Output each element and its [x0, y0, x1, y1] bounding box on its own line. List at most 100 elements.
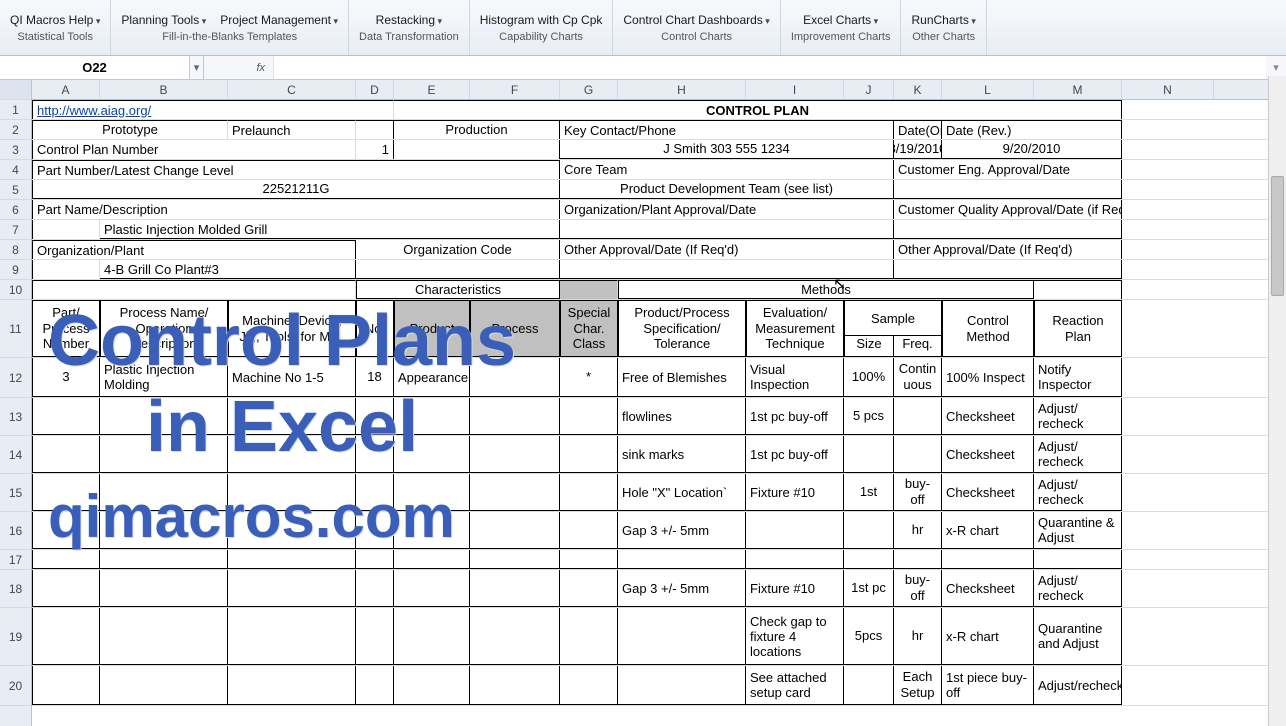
data-spec-class[interactable]: *	[560, 358, 618, 397]
data-procname[interactable]	[100, 474, 228, 511]
data-control[interactable]: 1st piece buy-off	[942, 666, 1034, 705]
date-orig-value[interactable]: 8/19/2010	[894, 140, 942, 159]
data-control[interactable]: x-R chart	[942, 608, 1034, 665]
data-reaction[interactable]: Adjust/ recheck	[1034, 570, 1122, 607]
cell[interactable]	[560, 260, 894, 279]
data-process[interactable]	[470, 570, 560, 607]
data-partnum[interactable]	[32, 550, 100, 569]
dateorig-label[interactable]: Date(Orig)	[894, 120, 942, 139]
data-control[interactable]: Checksheet	[942, 436, 1034, 473]
ribbon-item[interactable]: Planning Tools	[121, 13, 206, 27]
formula-expand[interactable]: ▾	[1266, 61, 1286, 74]
data-spec[interactable]: flowlines	[618, 398, 746, 435]
fx-label[interactable]: fx	[204, 56, 274, 79]
data-partnum[interactable]	[32, 570, 100, 607]
column-header[interactable]: C	[228, 80, 356, 99]
data-machine[interactable]	[228, 550, 356, 569]
data-spec-class[interactable]	[560, 512, 618, 549]
data-process[interactable]	[470, 666, 560, 705]
data-spec-class[interactable]	[560, 666, 618, 705]
row-header[interactable]: 11	[0, 300, 31, 358]
data-spec[interactable]: Free of Blemishes	[618, 358, 746, 397]
data-no[interactable]: 18	[356, 358, 394, 397]
hdr-reaction[interactable]: Reaction Plan	[1034, 300, 1122, 357]
data-spec[interactable]	[618, 608, 746, 665]
select-all-corner[interactable]	[0, 80, 31, 100]
hdr-eval[interactable]: Evaluation/ Measurement Technique	[746, 300, 844, 357]
row-header[interactable]: 4	[0, 160, 31, 180]
data-procname[interactable]	[100, 608, 228, 665]
data-process[interactable]	[470, 436, 560, 473]
data-machine[interactable]	[228, 570, 356, 607]
org-approval-label[interactable]: Organization/Plant Approval/Date	[560, 200, 894, 219]
data-partnum[interactable]	[32, 398, 100, 435]
row-header[interactable]: 17	[0, 550, 31, 570]
data-reaction[interactable]: Adjust/recheck	[1034, 666, 1122, 705]
data-control[interactable]: x-R chart	[942, 512, 1034, 549]
data-partnum[interactable]	[32, 608, 100, 665]
row-header[interactable]: 16	[0, 512, 31, 550]
ribbon-item[interactable]: Restacking	[376, 13, 442, 27]
scroll-thumb[interactable]	[1271, 176, 1284, 296]
hdr-procname[interactable]: Process Name/ Operation Description	[100, 300, 228, 357]
data-product[interactable]	[394, 398, 470, 435]
data-size[interactable]: 5 pcs	[844, 398, 894, 435]
cell[interactable]	[356, 120, 394, 139]
row-header[interactable]: 13	[0, 398, 31, 436]
cell[interactable]	[894, 220, 1122, 239]
data-size[interactable]	[844, 436, 894, 473]
data-product[interactable]	[394, 512, 470, 549]
data-reaction[interactable]: Adjust/ recheck	[1034, 474, 1122, 511]
aiag-link[interactable]: http://www.aiag.org/	[37, 103, 151, 118]
data-freq[interactable]: buy-off	[894, 474, 942, 511]
column-header[interactable]: N	[1122, 80, 1214, 99]
data-no[interactable]	[356, 550, 394, 569]
data-eval[interactable]: Fixture #10	[746, 474, 844, 511]
data-no[interactable]	[356, 570, 394, 607]
cpn-value[interactable]: 1	[356, 140, 394, 159]
name-box-dropdown[interactable]: ▾	[190, 56, 204, 79]
column-header[interactable]: D	[356, 80, 394, 99]
cell[interactable]	[560, 220, 894, 239]
data-freq[interactable]	[894, 398, 942, 435]
cell[interactable]	[560, 280, 618, 299]
data-machine[interactable]	[228, 608, 356, 665]
data-reaction[interactable]: Adjust/ recheck	[1034, 398, 1122, 435]
production-label[interactable]: Production	[394, 120, 560, 139]
cell[interactable]	[356, 260, 560, 279]
data-spec-class[interactable]	[560, 550, 618, 569]
data-eval[interactable]: Check gap to fixture 4 locations	[746, 608, 844, 665]
data-eval[interactable]: Fixture #10	[746, 570, 844, 607]
data-no[interactable]	[356, 666, 394, 705]
row-header[interactable]: 12	[0, 358, 31, 398]
cpn-label[interactable]: Control Plan Number	[32, 140, 356, 159]
column-header[interactable]: F	[470, 80, 560, 99]
row-header[interactable]: 1	[0, 100, 31, 120]
part-desc-value[interactable]: Plastic Injection Molded Grill	[100, 220, 560, 239]
data-size[interactable]	[844, 512, 894, 549]
vertical-scrollbar[interactable]	[1268, 76, 1286, 726]
column-header[interactable]: B	[100, 80, 228, 99]
cust-qual-label[interactable]: Customer Quality Approval/Date (if Req'd…	[894, 200, 1122, 219]
data-spec-class[interactable]	[560, 474, 618, 511]
data-freq[interactable]: Each Setup	[894, 666, 942, 705]
data-process[interactable]	[470, 550, 560, 569]
data-partnum[interactable]	[32, 666, 100, 705]
row-header[interactable]: 10	[0, 280, 31, 300]
row-header[interactable]: 7	[0, 220, 31, 240]
data-product[interactable]	[394, 550, 470, 569]
data-size[interactable]	[844, 550, 894, 569]
data-reaction[interactable]: Notify Inspector	[1034, 358, 1122, 397]
data-procname[interactable]	[100, 436, 228, 473]
partname-label[interactable]: Part Name/Description	[32, 200, 560, 219]
data-product[interactable]	[394, 570, 470, 607]
data-spec-class[interactable]	[560, 570, 618, 607]
hdr-partnum[interactable]: Part/ Process Number	[32, 300, 100, 357]
ribbon-item[interactable]: Histogram with Cp Cpk	[480, 13, 603, 27]
data-process[interactable]	[470, 512, 560, 549]
cell[interactable]	[32, 260, 100, 279]
data-eval[interactable]: Visual Inspection	[746, 358, 844, 397]
contact-value[interactable]: J Smith 303 555 1234	[560, 140, 894, 159]
row-header[interactable]: 2	[0, 120, 31, 140]
data-control[interactable]: 100% Inspect	[942, 358, 1034, 397]
